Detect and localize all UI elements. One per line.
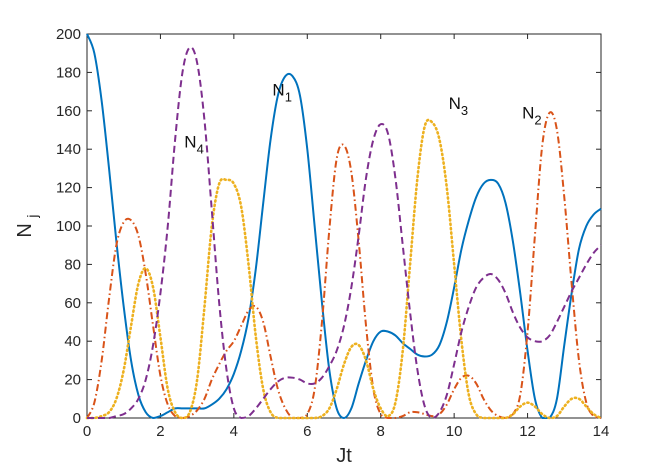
y-tick-label: 140 xyxy=(56,141,81,158)
series-line-n1 xyxy=(86,33,602,419)
y-tick-label: 80 xyxy=(64,256,81,273)
x-axis-ticks: 0 2 4 6 8 10 12 14 xyxy=(83,34,610,440)
series-line-n3 xyxy=(85,118,603,420)
annotation-label-base: N xyxy=(522,103,534,122)
y-tick-label: 100 xyxy=(56,218,81,235)
x-tick-label: 10 xyxy=(446,423,463,440)
series-layer xyxy=(85,33,603,420)
y-axis-title-subscript: j xyxy=(24,214,40,218)
y-axis-title: N j xyxy=(14,214,40,237)
annotation-label-base: N xyxy=(272,80,284,99)
x-tick-label: 14 xyxy=(593,423,610,440)
x-tick-label: 2 xyxy=(156,423,164,440)
y-tick-label: 60 xyxy=(64,295,81,312)
y-tick-label: 200 xyxy=(56,26,81,43)
x-tick-label: 0 xyxy=(83,423,91,440)
annotation-label-base: N xyxy=(449,94,461,113)
y-tick-label: 160 xyxy=(56,103,81,120)
annotation-label: N3 xyxy=(449,94,469,118)
series-line-n2 xyxy=(86,111,602,419)
x-tick-label: 12 xyxy=(519,423,536,440)
y-tick-label: 180 xyxy=(56,64,81,81)
y-axis-title-base: N xyxy=(14,223,36,237)
annotation-label-base: N xyxy=(184,132,196,151)
y-axis-ticks: 0 20 40 60 80 100 120 140 160 180 200 xyxy=(56,26,601,427)
annotation-label-subscript: 4 xyxy=(197,141,204,156)
annotation-label: N4 xyxy=(184,132,204,156)
x-tick-label: 4 xyxy=(230,423,238,440)
x-axis-title: Jt xyxy=(336,445,352,467)
series-line-n4 xyxy=(87,46,602,419)
annotation-label-subscript: 3 xyxy=(461,103,468,118)
y-tick-label: 20 xyxy=(64,372,81,389)
annotation-label: N2 xyxy=(522,103,542,127)
annotation-label: N1 xyxy=(272,80,292,104)
annotation-label-subscript: 2 xyxy=(534,112,541,127)
y-tick-label: 40 xyxy=(64,333,81,350)
x-tick-label: 8 xyxy=(377,423,385,440)
y-tick-label: 0 xyxy=(73,410,81,427)
y-tick-label: 120 xyxy=(56,180,81,197)
x-tick-label: 6 xyxy=(303,423,311,440)
annotation-label-subscript: 1 xyxy=(285,89,292,104)
